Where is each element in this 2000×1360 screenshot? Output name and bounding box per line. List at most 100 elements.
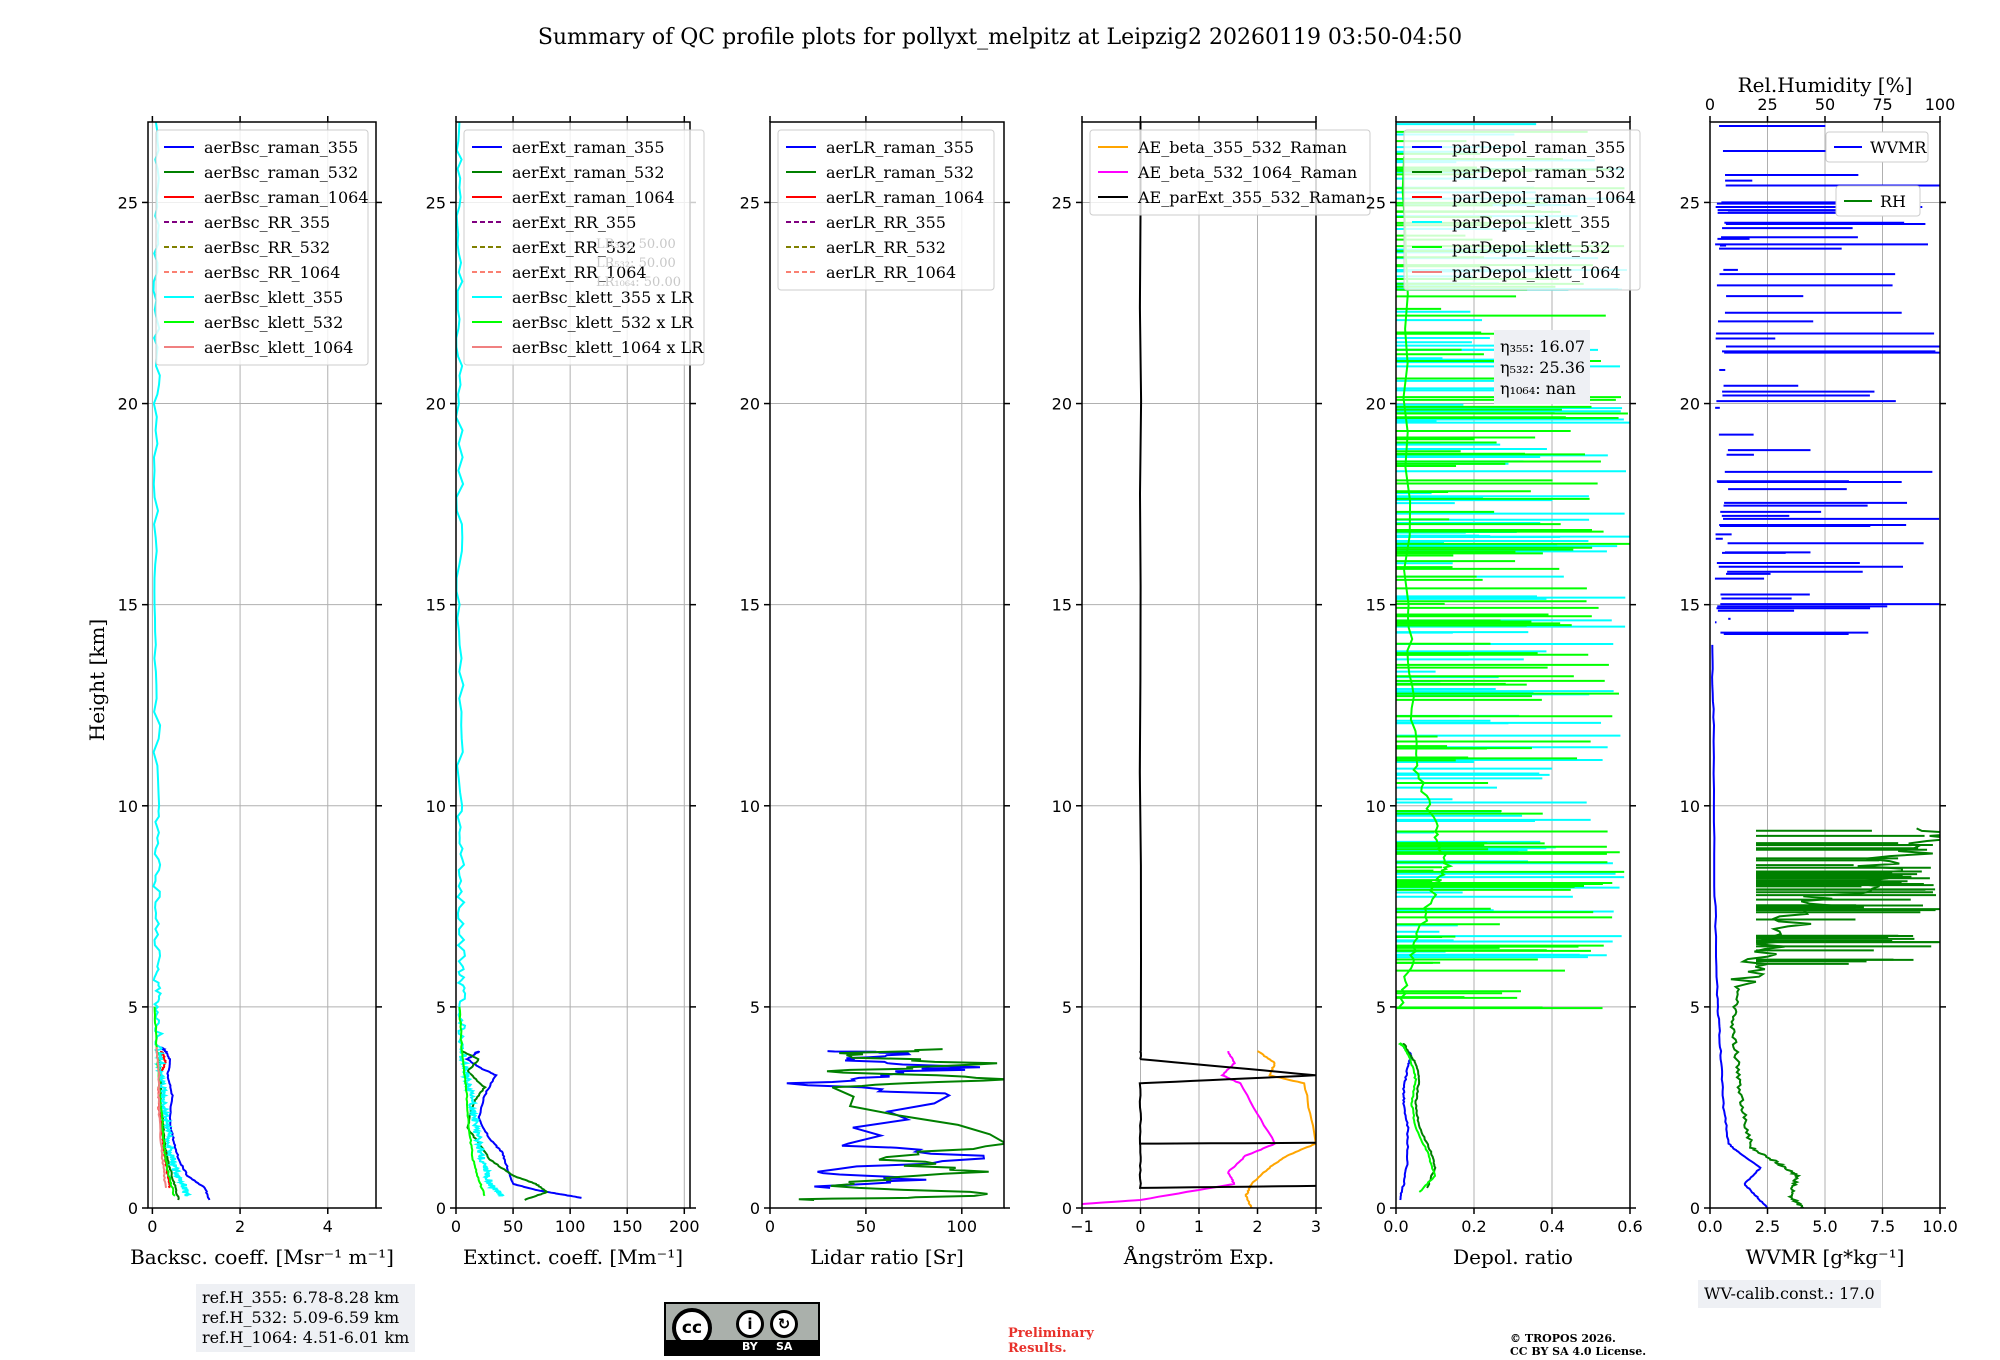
x-tick-label: 0.4	[1539, 1217, 1564, 1236]
legend-label: aerBsc_RR_355	[204, 213, 330, 232]
series-AE_beta_355_532_Raman	[1244, 1050, 1316, 1208]
x-tick-label: 0.0	[1383, 1217, 1408, 1236]
y-tick-label: 0	[128, 1199, 138, 1218]
x-tick-label: 4	[323, 1217, 333, 1236]
series-aerBsc_klett_1064	[155, 1047, 167, 1189]
y-tick-label: 25	[1052, 193, 1072, 212]
legend-label: aerExt_raman_532	[512, 163, 665, 182]
figure-title: Summary of QC profile plots for pollyxt_…	[538, 25, 1462, 50]
x2-tick-label: 100	[1925, 95, 1956, 114]
y-tick-label: 25	[118, 193, 138, 212]
legend-box	[155, 129, 369, 366]
series-aerLR_raman_355	[786, 1050, 986, 1189]
legend: AE_beta_355_532_Raman AE_beta_532_1064_Ra…	[1089, 129, 1371, 216]
x-tick-label: 200	[669, 1217, 700, 1236]
panel-frame	[455, 121, 691, 1209]
wv-calib-box: WV-calib.const.: 17.0	[1698, 1280, 1881, 1308]
y-tick-label: 10	[1366, 797, 1386, 816]
x-tick-label: 0.6	[1617, 1217, 1642, 1236]
x-axis-label: Ångström Exp.	[1123, 1244, 1274, 1269]
cc-by-label: BY	[742, 1340, 758, 1353]
series-AE_beta_532_1064_Raman	[1082, 1051, 1276, 1205]
series-aerLR_raman_532	[798, 1048, 1004, 1201]
legend-label: aerExt_raman_1064	[512, 188, 675, 207]
panel-data	[1711, 124, 1940, 1208]
legend-rh: RH	[1835, 185, 1921, 217]
legend-label: aerBsc_raman_1064	[204, 188, 369, 207]
legend: aerBsc_raman_355 aerBsc_raman_532 aerBsc_r…	[155, 129, 369, 366]
y-tick-label: 10	[740, 797, 760, 816]
legend-label: AE_parExt_355_532_Raman	[1137, 188, 1366, 207]
legend-label: aerLR_raman_1064	[826, 188, 984, 207]
panel-data	[456, 122, 582, 1201]
legend-label: aerExt_RR_532	[512, 238, 636, 257]
lr-note: LR₃₅₅: 50.00	[596, 237, 676, 252]
legend-box	[1835, 185, 1921, 217]
y-tick-label: 15	[1366, 596, 1386, 615]
x-tick-label: 100	[947, 1217, 978, 1236]
legend-box	[1825, 131, 1929, 163]
cc-sa-label: SA	[776, 1340, 793, 1353]
series-parDepol_klett_532-trend	[1398, 156, 1454, 1008]
x-tick-label: 0.0	[1697, 1217, 1722, 1236]
y-tick-label: 10	[1680, 797, 1700, 816]
y-tick-label: 15	[740, 596, 760, 615]
y-tick-label: 20	[1366, 395, 1386, 414]
legend-label: aerLR_RR_532	[826, 238, 946, 257]
series-parDepol_klett_532_low	[1397, 1042, 1437, 1193]
legend-label: aerBsc_klett_1064 x LR	[512, 338, 704, 357]
legend-label: aerExt_RR_1064	[512, 263, 647, 282]
y-tick-label: 5	[1376, 998, 1386, 1017]
eta-value: η₅₃₂: 25.36	[1500, 358, 1585, 377]
x2-axis-label: Rel.Humidity [%]	[1738, 73, 1913, 97]
panel-data	[1082, 122, 1316, 1208]
x-tick-label: 0	[451, 1217, 461, 1236]
y-tick-label: 0	[1062, 1199, 1072, 1218]
legend-label: aerBsc_klett_355 x LR	[512, 288, 694, 307]
y-tick-label: 5	[1690, 998, 1700, 1017]
series-parDepol_raman_532	[1402, 1042, 1437, 1189]
lr-note: LR₅₃₂: 50.00	[596, 256, 676, 271]
x-tick-label: 2.5	[1755, 1217, 1780, 1236]
y-tick-label: 25	[1680, 193, 1700, 212]
series-parDepol_raman_355	[1399, 1046, 1413, 1201]
legend-label: RH	[1880, 192, 1906, 211]
x-tick-label: 50	[503, 1217, 523, 1236]
legend-label: aerLR_raman_355	[826, 138, 974, 157]
y-tick-label: 0	[436, 1199, 446, 1218]
x-tick-label: 2	[235, 1217, 245, 1236]
panel-frame	[769, 121, 1005, 1209]
x-tick-label: 3	[1311, 1217, 1321, 1236]
badge-bar	[666, 1340, 818, 1354]
x-axis-label: Depol. ratio	[1453, 1245, 1573, 1269]
eta-box: η₃₅₅: 16.07 η₅₃₂: 25.36 η₁₀₆₄: nan	[1494, 330, 1590, 404]
legend-label: parDepol_raman_355	[1452, 138, 1625, 157]
legend-label: aerBsc_klett_532	[204, 313, 343, 332]
panel-1: 0 2 4 0 5 10 15 20 25 Backsc. coeff. [Msr⁻¹ m⁻¹] a…	[118, 116, 394, 1269]
legend-label: aerBsc_raman_355	[204, 138, 358, 157]
panel-5: 0.0 0.2 0.4 0.6 0 5 10 15 20 25 Depol. ratio parDep…	[1366, 116, 1643, 1269]
panel-data	[152, 122, 211, 1201]
legend-box	[1403, 129, 1641, 291]
eta-value: η₃₅₅: 16.07	[1500, 337, 1585, 356]
x-tick-label: 7.5	[1870, 1217, 1895, 1236]
x-axis-label: Extinct. coeff. [Mm⁻¹]	[463, 1245, 683, 1269]
x2-tick-label: 25	[1757, 95, 1777, 114]
y-tick-label: 15	[1052, 596, 1072, 615]
y-tick-label: 25	[1366, 193, 1386, 212]
legend-label: AE_beta_532_1064_Raman	[1137, 163, 1357, 182]
legend-label: aerBsc_klett_532 x LR	[512, 313, 694, 332]
preliminary-note: Preliminary Results.	[1008, 1326, 1094, 1356]
ref-height-532: ref.H_532: 5.09-6.59 km	[202, 1308, 400, 1327]
y-tick-label: 20	[1052, 395, 1072, 414]
y-tick-label: 20	[426, 395, 446, 414]
copyright-line-2: CC BY SA 4.0 License.	[1510, 1345, 1647, 1358]
x-tick-label: 0	[1135, 1217, 1145, 1236]
y-tick-label: 0	[1376, 1199, 1386, 1218]
x2-tick-label: 75	[1872, 95, 1892, 114]
x2-tick-label: 50	[1815, 95, 1835, 114]
y-tick-label: 10	[118, 797, 138, 816]
legend-box	[463, 129, 705, 366]
x-tick-label: 50	[856, 1217, 876, 1236]
